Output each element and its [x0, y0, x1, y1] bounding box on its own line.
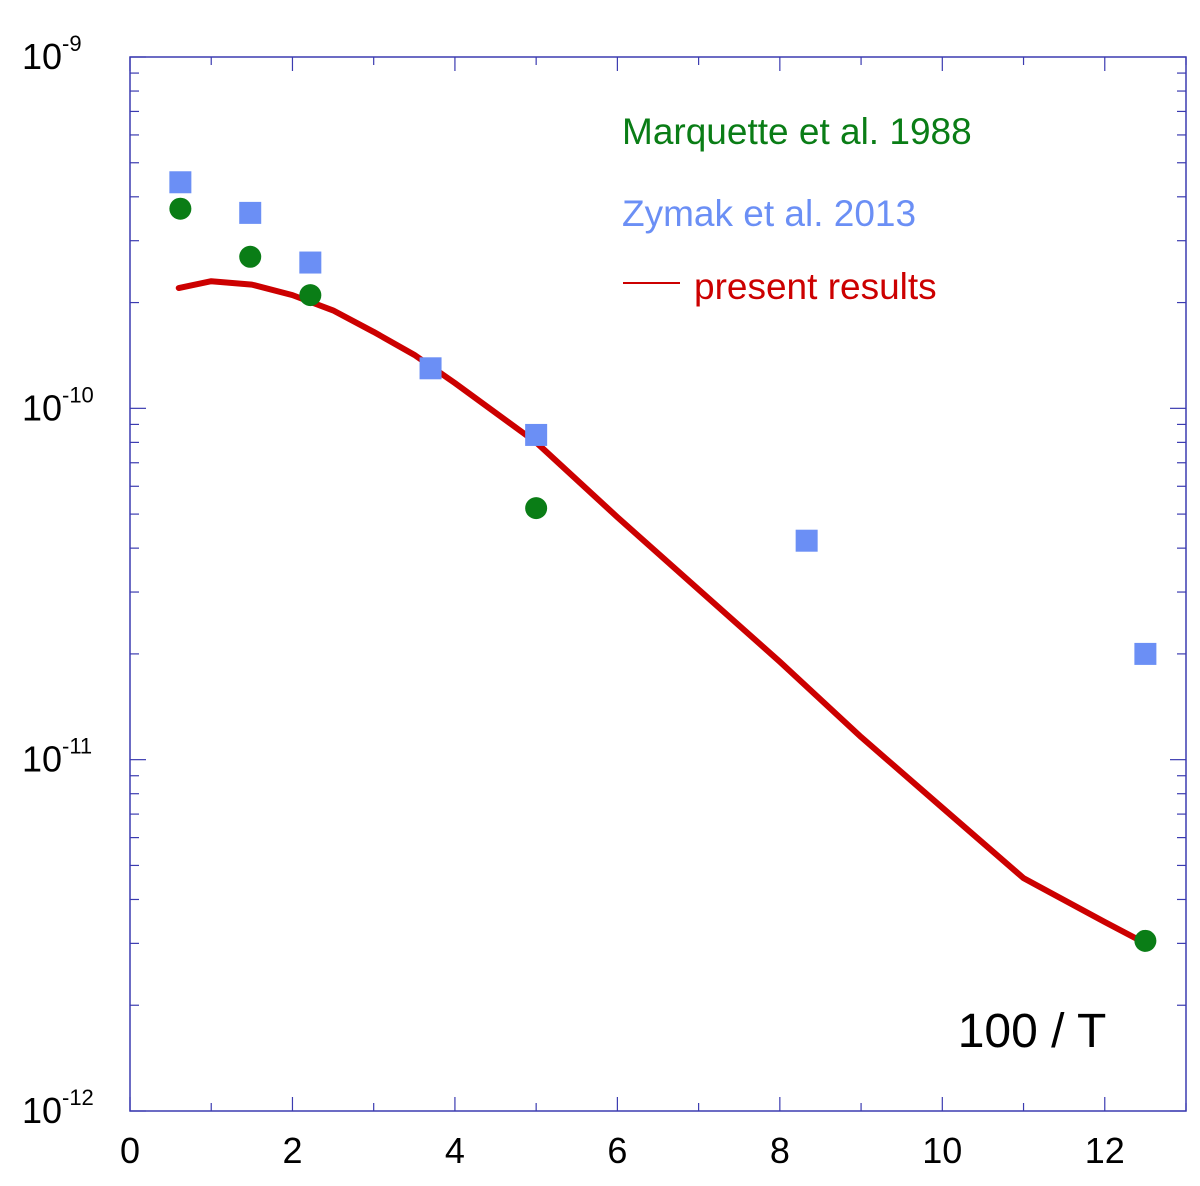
series-present-results	[175, 278, 1149, 947]
zymak-point	[1134, 642, 1157, 665]
y-tick-label: 10	[22, 739, 62, 780]
present-results-line	[175, 278, 1149, 947]
x-tick-label: 0	[120, 1130, 140, 1171]
series-marquette-1988	[169, 197, 1157, 952]
zymak-point	[795, 529, 818, 552]
x-tick-label: 6	[607, 1130, 627, 1171]
x-tick-label: 2	[282, 1130, 302, 1171]
axis-ticks	[129, 56, 1187, 1112]
y-tick-exponent: -10	[62, 382, 94, 407]
x-axis-label: 100 / T	[958, 1005, 1107, 1058]
x-tick-label: 12	[1085, 1130, 1125, 1171]
x-tick-label: 8	[770, 1130, 790, 1171]
legend: Marquette et al. 1988 Zymak et al. 2013 …	[622, 111, 972, 307]
y-tick-exponent: -12	[62, 1085, 94, 1110]
y-tick-label: 10	[22, 1090, 62, 1131]
marquette-point	[1134, 929, 1157, 952]
marquette-point	[525, 497, 548, 520]
zymak-point	[239, 201, 262, 224]
zymak-point	[525, 423, 548, 446]
zymak-point	[169, 171, 192, 194]
legend-label-present: present results	[694, 266, 937, 307]
y-tick-exponent: -11	[62, 734, 92, 759]
x-tick-labels: 0 2 4 6 8 10 12	[120, 1130, 1125, 1171]
legend-label-marquette: Marquette et al. 1988	[622, 111, 972, 152]
y-tick-exponent: -9	[62, 31, 82, 56]
x-tick-label: 10	[922, 1130, 962, 1171]
marquette-point	[169, 197, 192, 220]
legend-label-zymak: Zymak et al. 2013	[622, 193, 916, 234]
y-tick-label: 10	[22, 387, 62, 428]
zymak-point	[419, 357, 442, 380]
marquette-point	[239, 245, 262, 268]
plot-frame	[129, 56, 1187, 1112]
zymak-point	[299, 251, 322, 274]
series-zymak-2013	[169, 171, 1157, 665]
y-tick-label: 10	[22, 36, 62, 77]
marquette-point	[299, 284, 322, 307]
x-tick-label: 4	[445, 1130, 465, 1171]
